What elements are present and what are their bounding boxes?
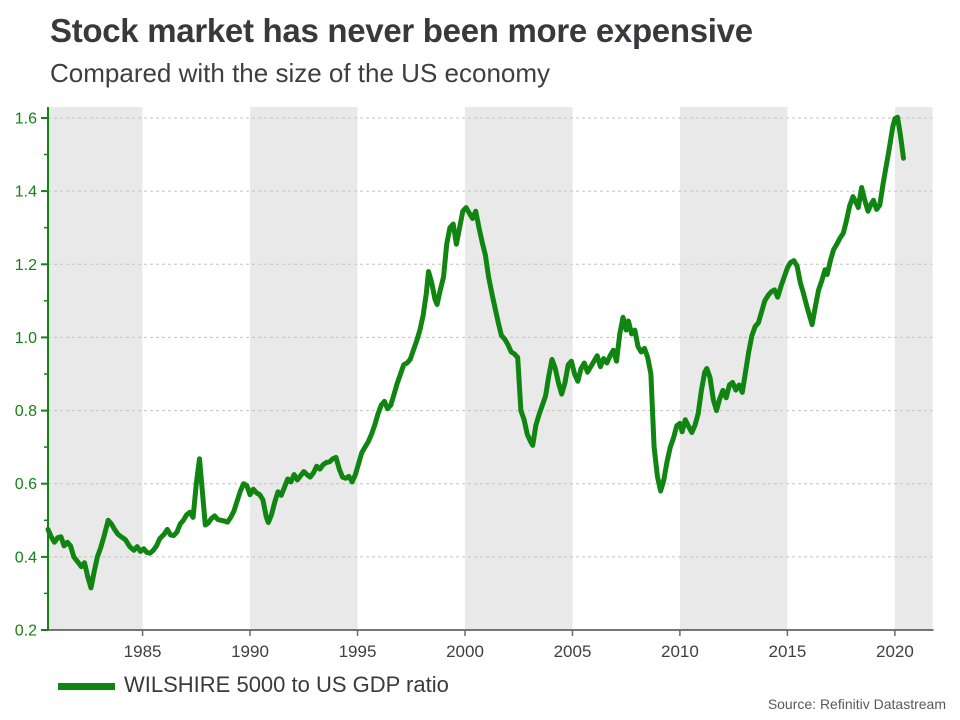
x-tick-label: 2005 bbox=[554, 642, 592, 661]
x-tick-label: 1990 bbox=[231, 642, 269, 661]
stripe-band bbox=[894, 107, 933, 630]
y-tick-label: 1.2 bbox=[15, 257, 37, 274]
page-subtitle: Compared with the size of the US economy bbox=[50, 58, 551, 88]
x-tick-label: 1995 bbox=[339, 642, 377, 661]
page-title: Stock market has never been more expensi… bbox=[50, 12, 753, 49]
stripe-band bbox=[48, 107, 143, 630]
x-tick-label: 2015 bbox=[768, 642, 806, 661]
y-tick-label: 1.4 bbox=[15, 184, 37, 201]
y-tick-label: 1.0 bbox=[15, 330, 37, 347]
legend-label: WILSHIRE 5000 to US GDP ratio bbox=[124, 672, 449, 697]
stripe-band bbox=[679, 107, 788, 630]
legend: WILSHIRE 5000 to US GDP ratio bbox=[58, 672, 449, 698]
y-tick-label: 0.4 bbox=[15, 549, 37, 566]
x-tick-label: 1985 bbox=[124, 642, 162, 661]
x-tick-label: 2000 bbox=[446, 642, 484, 661]
y-tick-label: 0.8 bbox=[15, 403, 37, 420]
y-tick-label: 1.6 bbox=[15, 111, 37, 128]
stripe-band bbox=[250, 107, 358, 630]
legend-line-swatch bbox=[58, 682, 115, 690]
x-tick-label: 2010 bbox=[661, 642, 699, 661]
y-tick-label: 0.2 bbox=[15, 623, 37, 640]
y-tick-label: 0.6 bbox=[15, 476, 37, 493]
series-line bbox=[45, 114, 906, 591]
source-note: Source: Refinitiv Datastream bbox=[767, 696, 946, 712]
x-tick-label: 2020 bbox=[876, 642, 914, 661]
